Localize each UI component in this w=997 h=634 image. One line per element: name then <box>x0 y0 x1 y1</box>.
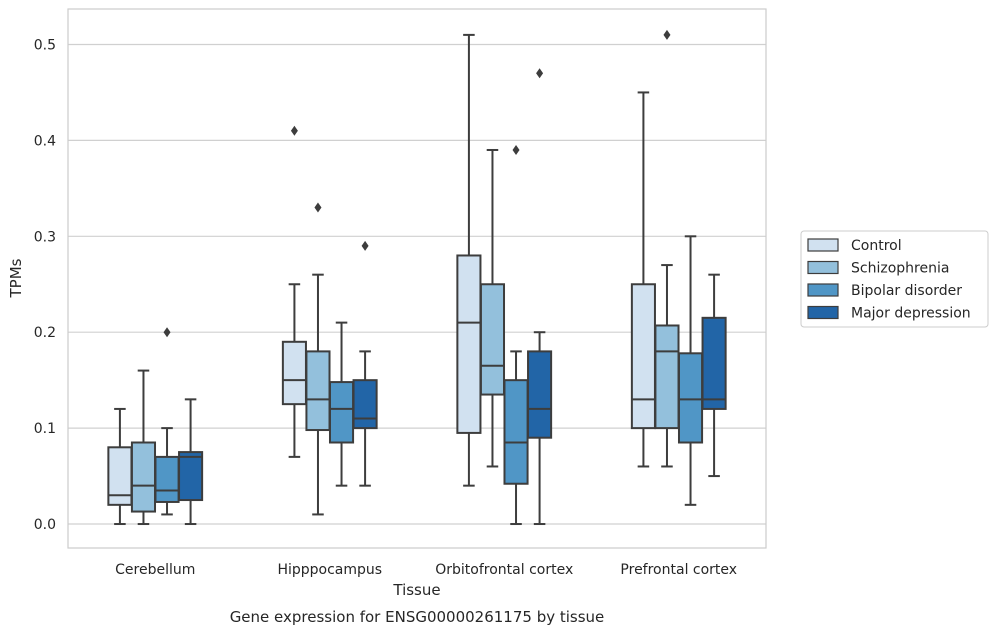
y-tick-label: 0.2 <box>34 325 56 341</box>
x-tick-label: Orbitofrontal cortex <box>435 562 573 578</box>
boxes <box>107 29 727 526</box>
x-axis-label: Tissue <box>392 581 440 599</box>
iqr-box <box>456 254 482 434</box>
y-tick-label: 0.4 <box>34 133 56 149</box>
legend-label: Bipolar disorder <box>851 283 962 299</box>
box-0-3 <box>178 398 204 526</box>
legend: Control Schizophrenia Bipolar disorder Majo… <box>800 230 989 328</box>
outlier-point <box>314 202 322 213</box>
outlier-point <box>361 240 369 251</box>
iqr-box <box>130 441 157 513</box>
iqr-box <box>305 350 331 432</box>
legend-label: Schizophrenia <box>851 261 949 277</box>
y-tick-label: 0.0 <box>34 517 56 533</box>
iqr-box <box>701 316 727 410</box>
box-1-0 <box>281 125 307 458</box>
box-3-3 <box>701 273 727 478</box>
y-axis-ticks: 0.0 0.1 0.2 0.3 0.4 0.5 <box>34 37 56 533</box>
y-axis-label: TPMs <box>7 258 25 298</box>
legend-swatch <box>807 305 839 320</box>
iqr-box <box>503 379 529 485</box>
iqr-box <box>328 381 355 444</box>
iqr-box <box>154 455 180 503</box>
outlier-point <box>512 144 520 155</box>
outlier-point <box>290 125 298 136</box>
outlier-point <box>163 327 171 338</box>
iqr-box <box>281 340 307 406</box>
box-1-3 <box>352 240 378 487</box>
iqr-box <box>654 324 680 430</box>
legend-label: Major depression <box>851 306 971 322</box>
iqr-box <box>527 350 553 439</box>
iqr-box <box>677 352 704 444</box>
box-2-2 <box>503 144 529 526</box>
iqr-box <box>178 451 204 502</box>
x-axis-ticks: Cerebellum Hipppocampus Orbitofrontal cort… <box>115 562 737 578</box>
box-3-0 <box>630 91 656 468</box>
chart-caption: Gene expression for ENSG00000261175 by t… <box>230 608 605 626</box>
box-0-0 <box>107 407 133 526</box>
y-tick-label: 0.5 <box>34 37 56 53</box>
legend-swatch <box>807 238 839 252</box>
x-tick-label: Prefrontal cortex <box>620 562 737 578</box>
box-2-0 <box>456 33 482 487</box>
x-tick-label: Hipppocampus <box>277 562 382 578</box>
y-tick-label: 0.3 <box>34 229 56 245</box>
outlier-point <box>663 29 671 40</box>
legend-label: Control <box>851 238 902 254</box>
outlier-point <box>536 68 544 79</box>
box-1-1 <box>305 202 331 516</box>
iqr-box <box>630 283 656 430</box>
box-2-1 <box>479 148 506 468</box>
legend-frame <box>800 230 989 328</box>
legend-swatch <box>807 260 839 275</box>
y-tick-label: 0.1 <box>34 421 56 437</box>
box-3-2 <box>677 235 704 506</box>
box-0-1 <box>130 369 157 526</box>
box-2-3 <box>527 68 553 526</box>
box-1-2 <box>328 321 355 487</box>
legend-swatch <box>807 283 839 297</box>
iqr-box <box>479 283 506 396</box>
iqr-box <box>352 379 378 430</box>
box-0-2 <box>154 327 180 516</box>
gridlines <box>68 43 766 525</box>
plot-area-frame <box>67 8 767 549</box>
box-3-1 <box>654 29 680 468</box>
x-tick-label: Cerebellum <box>115 562 195 578</box>
